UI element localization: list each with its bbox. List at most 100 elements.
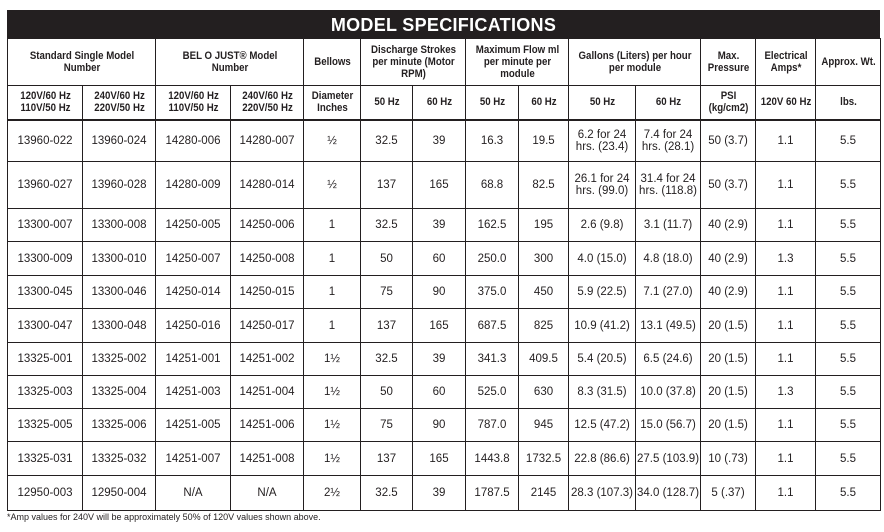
table-cell: 32.5 [360, 119, 413, 162]
column-subheader: 240V/60 Hz 220V/50 Hz [234, 85, 300, 121]
table-cell: 787.0 [465, 408, 520, 442]
table-cell: 50 [360, 375, 413, 409]
table-cell: 13960-028 [82, 161, 156, 209]
table-cell: 1787.5 [465, 475, 520, 511]
table-cell: 13960-027 [7, 161, 83, 209]
table-cell: 14250-007 [155, 241, 231, 276]
table-cell: 13300-008 [82, 208, 156, 242]
table-cell: 137 [360, 441, 413, 476]
table-cell: 15.0 (56.7) [635, 408, 702, 442]
table-cell: 1.3 [755, 375, 817, 409]
table-cell: ½ [303, 119, 361, 162]
column-subheader: PSI (kg/cm2) [703, 85, 753, 121]
column-subheader: 120V/60 Hz 110V/50 Hz [159, 85, 227, 121]
table-cell: 12.5 (47.2) [568, 408, 637, 442]
table-cell: 1½ [303, 441, 361, 476]
table-cell: 1.1 [755, 475, 817, 511]
table-cell: 16.3 [465, 119, 520, 162]
table-cell: 5.5 [815, 241, 882, 276]
table-cell: 14280-014 [230, 161, 304, 209]
table-cell: 1.1 [755, 119, 817, 162]
table-cell: 5.5 [815, 308, 882, 343]
table-cell: 1 [303, 241, 361, 276]
table-cell: N/A [230, 475, 304, 511]
column-header: Max. Pressure [703, 38, 753, 86]
table-cell: 14251-008 [230, 441, 304, 476]
table-cell: 825 [518, 308, 570, 343]
table-row: 13960-027 13960-028 14280-009 14280-014 ½ 137… [7, 161, 882, 209]
table-cell: 1 [303, 275, 361, 309]
table-cell: 1443.8 [465, 441, 520, 476]
column-subheader: 60 Hz [521, 85, 566, 121]
table-cell: 14250-005 [155, 208, 231, 242]
table-cell: 50 [360, 241, 413, 276]
table-cell: 409.5 [518, 342, 570, 376]
table-cell: 5.5 [815, 119, 882, 162]
table-row: 13300-009 13300-010 14250-007 14250-008 1 50 6… [7, 241, 882, 276]
table-cell: 162.5 [465, 208, 520, 242]
table-cell: 13300-007 [7, 208, 83, 242]
table-cell: 1.1 [755, 408, 817, 442]
table-cell: 375.0 [465, 275, 520, 309]
table-cell: 14250-015 [230, 275, 304, 309]
table-cell: 13300-048 [82, 308, 156, 343]
table-cell: 13325-003 [7, 375, 83, 409]
table-cell: 13325-031 [7, 441, 83, 476]
table-cell: 1.1 [755, 275, 817, 309]
column-header: Approx. Wt. [818, 38, 878, 86]
table-cell: 165 [411, 308, 467, 343]
table-cell: 687.5 [465, 308, 520, 343]
table-cell: ½ [303, 161, 361, 209]
table-cell: 14251-007 [155, 441, 231, 476]
table-cell: 31.4 for 24 hrs. (118.8) [635, 161, 702, 209]
column-subheader: Diameter Inches [306, 85, 358, 121]
table-cell: 20 (1.5) [700, 308, 757, 343]
table-cell: 165 [411, 161, 467, 209]
table-cell: 14250-016 [155, 308, 231, 343]
table-cell: 5.5 [815, 342, 882, 376]
table-cell: 10.9 (41.2) [568, 308, 637, 343]
table-cell: 14251-001 [155, 342, 231, 376]
table-cell: 14280-009 [155, 161, 231, 209]
footnote: *Amp values for 240V will be approximate… [7, 512, 321, 522]
column-subheader: 120V 60 Hz [758, 85, 813, 121]
table-cell: 50 (3.7) [700, 161, 757, 209]
table-cell: 14250-017 [230, 308, 304, 343]
table-cell: 14280-007 [230, 119, 304, 162]
table-cell: 14250-014 [155, 275, 231, 309]
table-cell: 27.5 (103.9) [635, 441, 702, 476]
table-cell: 5.5 [815, 275, 882, 309]
table-cell: 5.5 [815, 441, 882, 476]
table-cell: 19.5 [518, 119, 570, 162]
table-cell: 13300-010 [82, 241, 156, 276]
table-cell: 20 (1.5) [700, 408, 757, 442]
table-cell: 13325-032 [82, 441, 156, 476]
column-header: BEL O JUST® Model Number [163, 38, 296, 86]
table-row: 13300-007 13300-008 14250-005 14250-006 1 32.… [7, 208, 882, 242]
table-cell: 10 (.73) [700, 441, 757, 476]
table-cell: 1.3 [755, 241, 817, 276]
table-cell: 34.0 (128.7) [635, 475, 702, 511]
table-cell: 14250-008 [230, 241, 304, 276]
table-cell: 32.5 [360, 475, 413, 511]
table-cell: 300 [518, 241, 570, 276]
table-cell: 82.5 [518, 161, 570, 209]
table-cell: 14251-006 [230, 408, 304, 442]
table-cell: 14251-002 [230, 342, 304, 376]
table-cell: 137 [360, 308, 413, 343]
column-subheader: lbs. [818, 85, 878, 121]
table-cell: 40 (2.9) [700, 208, 757, 242]
column-subheader: 50 Hz [363, 85, 410, 121]
column-subheader: 60 Hz [415, 85, 463, 121]
table-cell: 1½ [303, 342, 361, 376]
table-cell: 6.2 for 24 hrs. (23.4) [568, 119, 637, 162]
table-cell: 250.0 [465, 241, 520, 276]
table-cell: 13.1 (49.5) [635, 308, 702, 343]
table-cell: 1½ [303, 408, 361, 442]
table-cell: 50 (3.7) [700, 119, 757, 162]
model-spec-table: Standard Single Model Number BEL O JUST® … [7, 38, 882, 511]
table-cell: 7.4 for 24 hrs. (28.1) [635, 119, 702, 162]
table-cell: 32.5 [360, 208, 413, 242]
table-cell: 13325-002 [82, 342, 156, 376]
table-cell: 75 [360, 408, 413, 442]
